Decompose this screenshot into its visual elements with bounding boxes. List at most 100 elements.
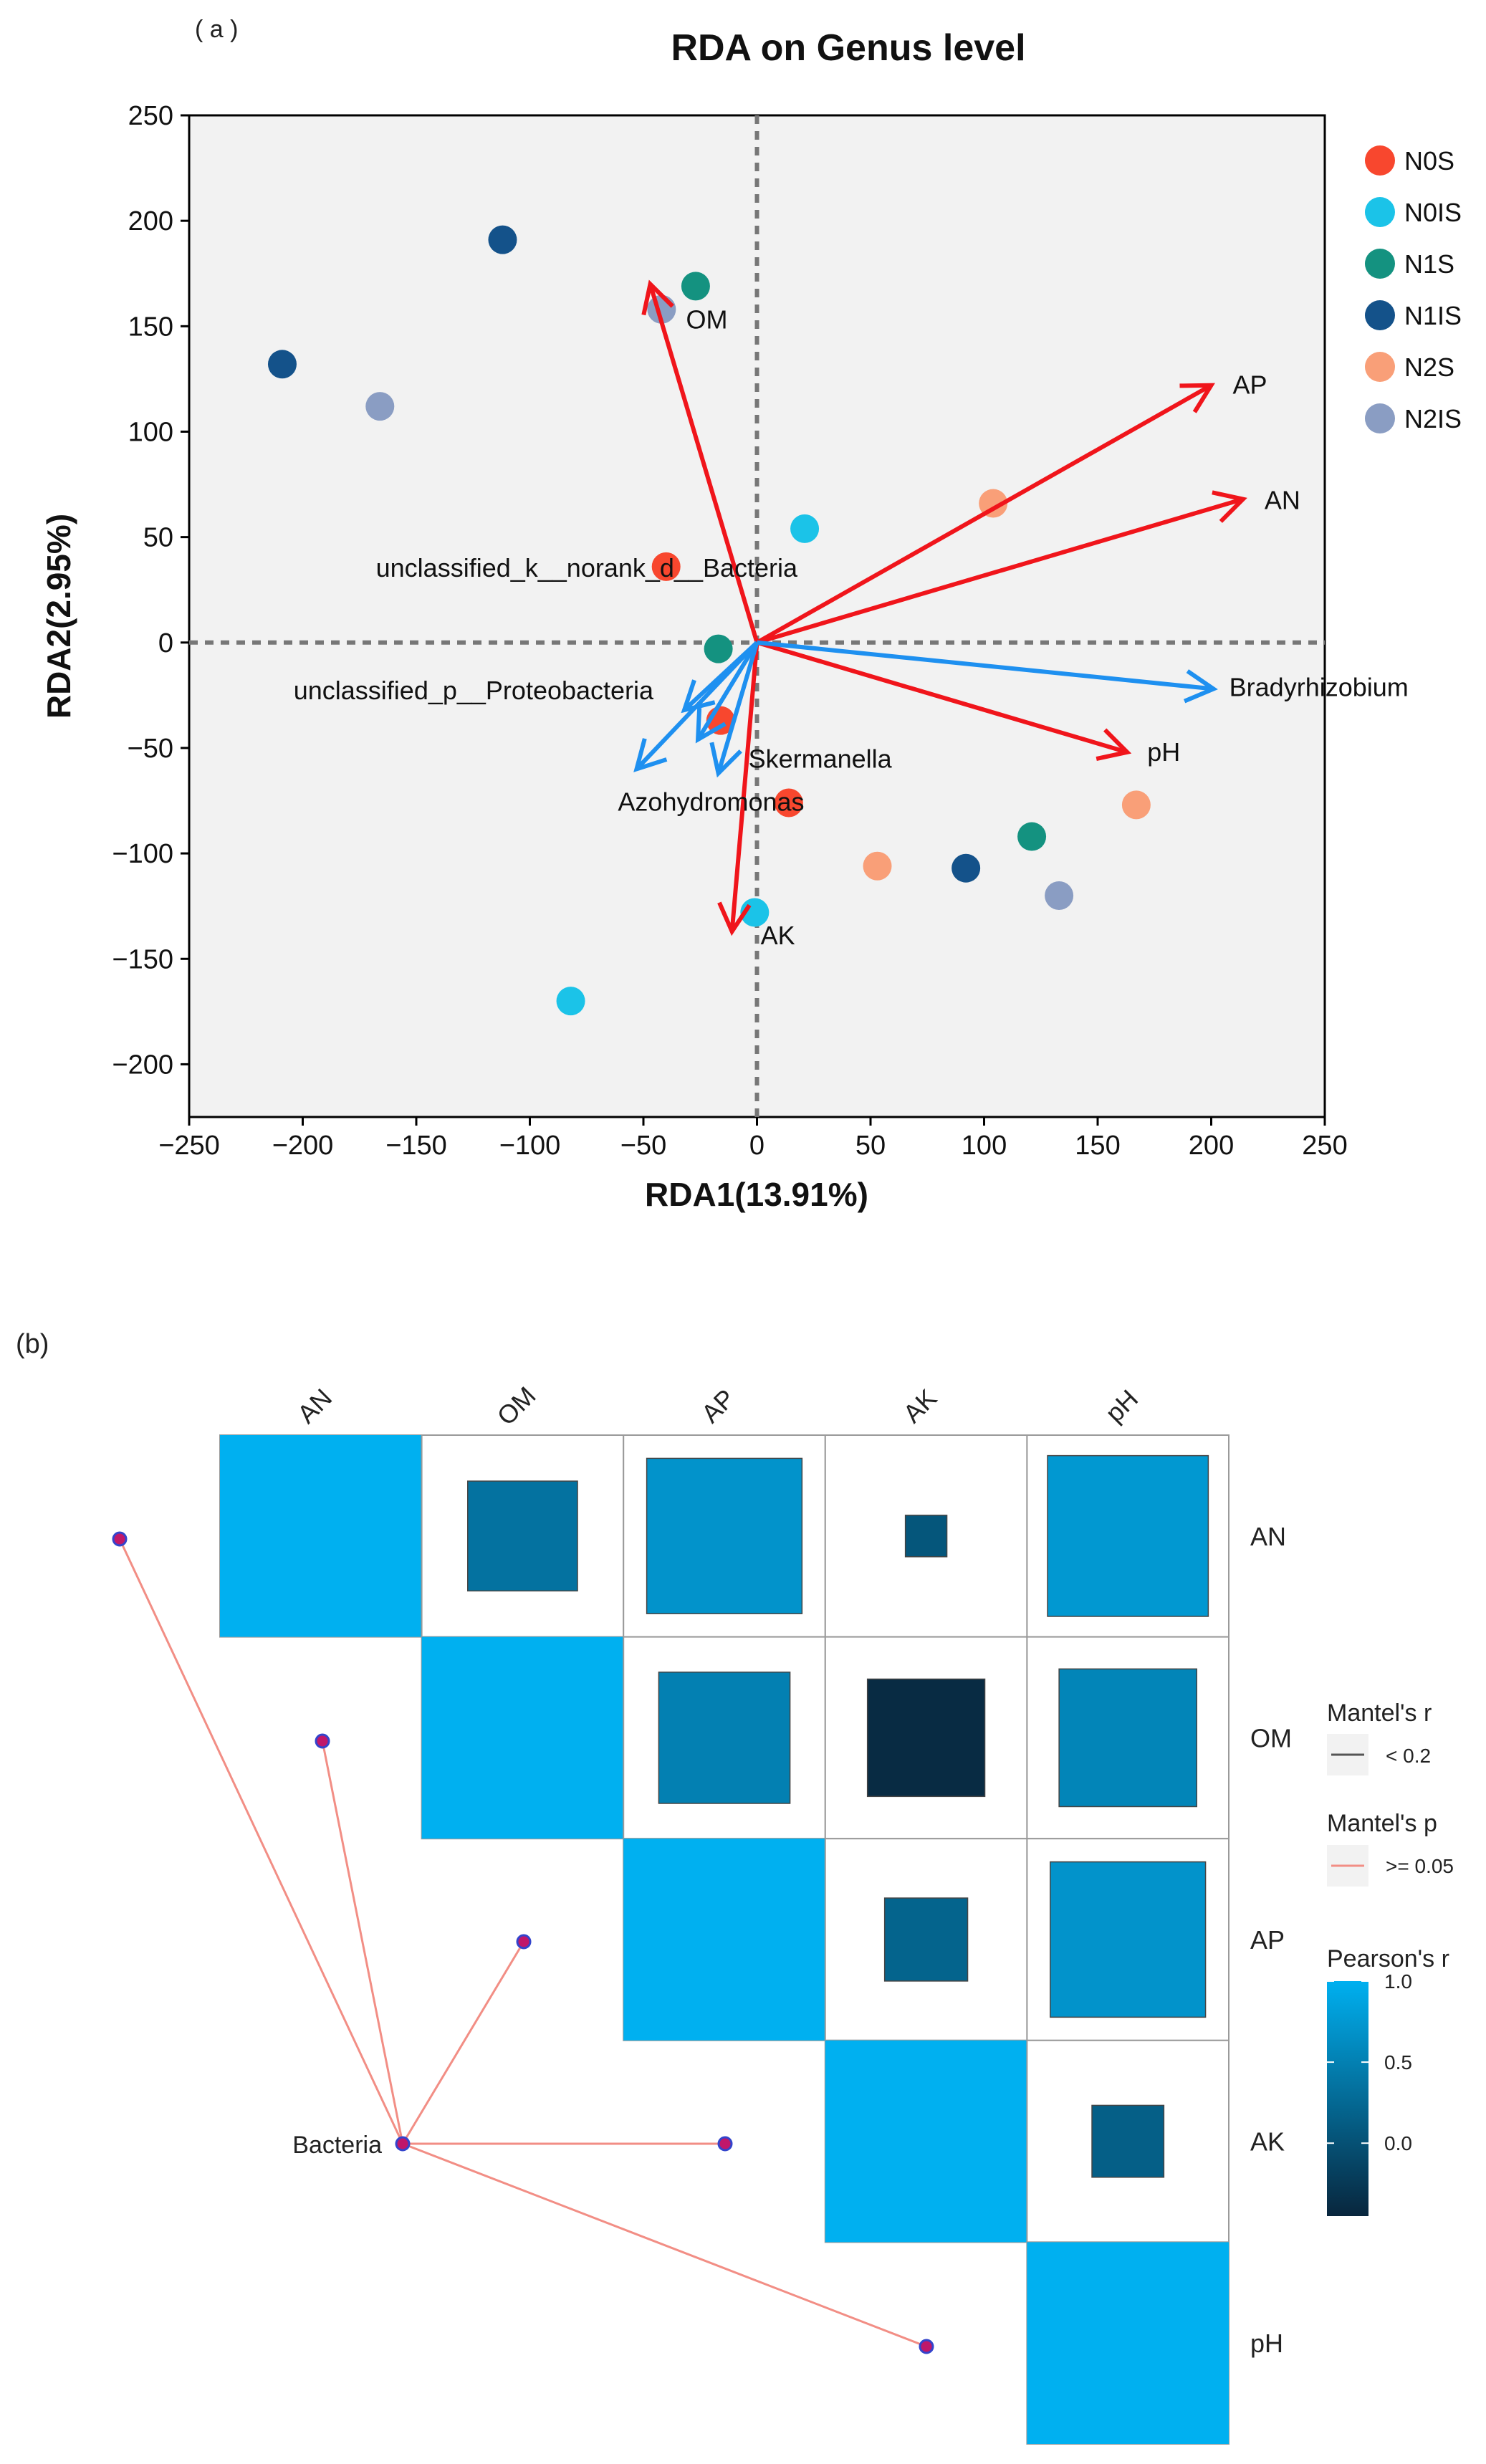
arrow-head [1212,490,1247,523]
species-arrow-bradyrhizobium: Bradyrhizobium [757,640,1409,704]
mantel-r-item: < 0.2 [1386,1745,1431,1767]
arrow-label: AK [761,921,795,950]
sample-point-n0s [774,788,803,818]
arrow-label: AP [1233,370,1267,400]
y-tick-label: 50 [143,523,173,553]
sample-point-n1s [681,272,710,301]
colorbar-tick-label: 0.5 [1384,2051,1412,2074]
env-arrow-ap: AP [756,370,1267,645]
colorbar-tick-label: 1.0 [1384,1970,1412,1993]
x-tick-label: −250 [158,1131,220,1161]
correlation-square [825,2040,1027,2243]
heatmap-legend: Mantel's r < 0.2 Mantel's p >= 0.05 Pear… [1327,1700,1454,2216]
x-tick-label: 250 [1302,1131,1347,1161]
env-arrow-ph: pH [756,640,1180,767]
env-arrow-om: OM [641,279,759,643]
heatmap-cell-an-an [219,1434,423,1638]
correlation-square [883,1897,969,1982]
heatmap-cell-ak-ph [1026,2039,1230,2243]
heatmap-cell-an-ak [824,1434,1028,1638]
row-label-om: OM [1250,1723,1292,1753]
heatmap-cell-ap-ph [1026,1838,1230,2041]
env-arrow-an: AN [756,486,1300,645]
arrow-shaft [756,497,1244,645]
x-tick-label: 150 [1075,1131,1120,1161]
legend-marker [1365,352,1395,382]
arrow-label: pH [1147,737,1180,767]
y-tick-label: −200 [112,1050,173,1080]
panel-b-mantel-heatmap: (b) AN AN OM OM AP AP AK AK pH pH Bacteria Mantel… [16,1329,1454,2445]
x-tick-label: −100 [499,1131,561,1161]
legend-item-n1is: N1IS [1365,300,1462,330]
row-label-ak: AK [1250,2127,1285,2157]
x-tick-label: 0 [749,1131,764,1161]
sample-point-n2is [1045,881,1074,910]
correlation-square [646,1457,803,1614]
sample-point-n2is [365,392,395,421]
arrow-head [641,279,674,316]
correlation-square [1058,1668,1198,1808]
arrow-head [709,742,742,778]
correlation-square [623,1839,825,2041]
mantel-nodes [112,1531,934,2354]
correlation-square [658,1672,791,1804]
arrow-shaft [756,640,1128,754]
y-tick-label: −50 [128,734,173,764]
x-tick-label: −150 [385,1131,447,1161]
x-tick-label: 50 [855,1131,886,1161]
heatmap-cell-ph-ph [1026,2241,1230,2445]
axis-ticks: −250 −200 −150 −100 −50 0 50 100 150 200 250 −200 −1… [112,101,1347,1161]
x-tick-label: 100 [962,1131,1007,1161]
correlation-square [1050,1861,1207,2018]
sample-point-n0s [651,552,681,581]
arrow-shaft [683,641,759,712]
arrow-label: Azohydromonas [618,787,804,816]
sample-point-n0is [790,514,820,543]
heatmap-cell-om-ap [623,1636,826,1840]
column-label-ap: AP [696,1384,741,1429]
column-label-an: AN [292,1383,337,1429]
y-tick-label: 150 [128,312,173,342]
legend-marker [1365,249,1395,279]
heatmap-cell-an-om [421,1434,625,1638]
species-arrow-skermanella: Skermanella [709,641,893,778]
arrow-head [695,708,727,744]
heatmap-cell-om-ph [1026,1636,1230,1840]
arrow-shaft [756,383,1212,645]
sample-point-n2s [863,851,892,881]
mantel-node-ak [717,2136,733,2152]
sample-point-n1s [704,634,733,663]
arrow-shaft [648,283,759,643]
sample-legend: N0S N0IS N1S N1IS N2S N2IS [1365,145,1462,433]
arrow-head [681,679,716,714]
sample-point-n1is [488,225,517,254]
legend-item-n1s: N1S [1365,249,1454,279]
mantel-link-om [321,1740,404,2144]
mantel-link-ap [401,1941,525,2144]
heatmap-cell-an-ap [623,1434,826,1638]
heatmap-cell-om-ak [824,1636,1028,1840]
mantel-p-item: >= 0.05 [1386,1855,1454,1877]
mantel-node-ph [919,2339,934,2354]
correlation-square [421,1636,624,1839]
mantel-source-node [395,2136,411,2152]
heatmap-cell-ak-ak [824,2039,1028,2243]
sample-point-n2s [1121,790,1151,820]
mantel-link-ph [402,2142,927,2348]
mantel-link-an [118,1538,404,2144]
x-axis-label: RDA1(13.91%) [645,1176,868,1213]
correlation-square [220,1435,422,1637]
legend-label: N0S [1404,146,1454,176]
legend-label: N1S [1404,249,1454,279]
heatmap-cell-om-om [421,1636,625,1840]
y-tick-label: −150 [112,944,173,974]
correlation-square [467,1480,578,1592]
legend-item-n2is: N2IS [1365,403,1462,433]
correlation-square [1027,2242,1229,2444]
sample-point-n1s [1017,822,1047,851]
legend-item-n2s: N2S [1365,352,1454,382]
arrow-label: OM [686,305,728,334]
column-label-ph: pH [1100,1384,1144,1428]
arrow-head [633,738,668,772]
arrow-label: Bradyrhizobium [1229,673,1409,702]
